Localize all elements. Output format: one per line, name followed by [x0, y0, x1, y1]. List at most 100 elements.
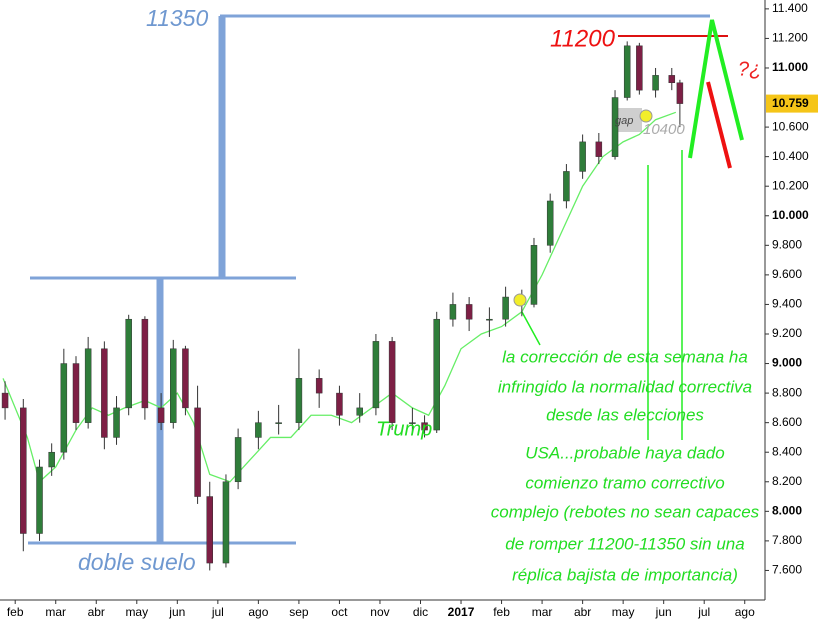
x-tick-label: nov: [370, 605, 389, 619]
candle-body: [234, 437, 242, 483]
candle-body: [611, 97, 619, 157]
candle-body: [72, 363, 80, 423]
candle-body: [141, 318, 149, 409]
annotation: 11350: [146, 5, 208, 31]
x-tick-label: feb: [493, 605, 510, 619]
candle-body: [170, 348, 177, 423]
annotation: 10400: [643, 121, 685, 138]
x-tick-label: ago: [248, 605, 268, 619]
candle-body: [676, 82, 684, 104]
candle-body: [194, 407, 201, 497]
x-tick-label: mar: [45, 605, 66, 619]
candle-body: [60, 363, 68, 453]
x-tick-label: abr: [88, 605, 105, 619]
x-tick-label: feb: [7, 605, 24, 619]
x-tick-label: jun: [655, 605, 672, 619]
candle-body: [623, 45, 631, 98]
y-tick-label: 11.400: [772, 1, 808, 15]
y-tick-label: 9.800: [772, 237, 802, 251]
y-tick-label: 8.000: [772, 504, 802, 518]
candle-body: [530, 245, 538, 305]
y-tick-label: 8.400: [772, 444, 802, 458]
comment-line: complejo (rebotes no sean capaces: [491, 502, 760, 521]
y-tick-label: 10.200: [772, 178, 809, 192]
candle-body: [182, 348, 189, 409]
x-tick-label: 2017: [448, 605, 475, 619]
y-tick-label: 9.600: [772, 267, 802, 281]
y-tick-label: 10.600: [772, 119, 809, 133]
annotation: Trump: [376, 418, 432, 440]
y-tick-label: 7.600: [772, 563, 802, 577]
annotation: 11200: [550, 25, 616, 52]
candle-body: [388, 341, 396, 423]
x-tick-label: ago: [735, 605, 755, 619]
candle-body: [372, 341, 380, 409]
candle-body: [668, 75, 676, 84]
candle-body: [546, 200, 554, 246]
candle-body: [1, 392, 9, 409]
x-tick-label: oct: [331, 605, 348, 619]
candle-body: [433, 318, 440, 431]
y-tick-label: 11.200: [772, 31, 808, 45]
x-tick-label: jul: [697, 605, 710, 619]
candle-body: [356, 407, 363, 416]
candle-body: [206, 496, 213, 564]
candle-body: [563, 171, 570, 202]
candle-body: [157, 407, 165, 423]
y-tick-label: 8.800: [772, 385, 802, 399]
candle-body: [36, 466, 43, 534]
y-tick-label: 9.200: [772, 326, 802, 340]
comment: la corrección de esta semana ha infringid…: [491, 347, 760, 584]
comment-line: de romper 11200-11350 sin una: [505, 534, 744, 553]
candle-body: [125, 318, 132, 409]
candle-body: [275, 422, 282, 424]
x-tick-label: jun: [168, 605, 185, 619]
comment-line: infringido la normalidad correctiva: [498, 377, 752, 396]
y-tick-label: 8.600: [772, 415, 802, 429]
x-tick-label: sep: [289, 605, 309, 619]
comment-line: la corrección de esta semana ha: [502, 347, 748, 366]
x-tick-label: dic: [413, 605, 428, 619]
candle-body: [579, 141, 586, 172]
y-tick-label: 10.000: [772, 208, 809, 222]
candle-body: [255, 422, 262, 438]
y-tick-label: 11.000: [772, 60, 808, 74]
y-tick-label: 8.200: [772, 474, 802, 488]
candle-body: [101, 348, 108, 438]
candle-body: [20, 407, 27, 534]
last-price-box: [766, 94, 818, 113]
candle-body: [315, 378, 323, 394]
y-tick-label: 9.400: [772, 297, 802, 311]
annotation-lines: [28, 14, 744, 545]
y-tick-label: 7.800: [772, 533, 802, 547]
annotation: doble suelo: [78, 549, 196, 575]
x-tick-label: jul: [211, 605, 224, 619]
candle-body: [409, 422, 416, 424]
comment-line: comienzo tramo correctivo: [525, 473, 724, 492]
plot-area: 7.600 7.800 8.000 8.200 8.400 8.600 8.800 9.000…: [0, 0, 818, 619]
comment-line: USA...probable haya dado: [525, 443, 724, 462]
marker: [513, 293, 527, 307]
x-tick-label: may: [612, 605, 635, 619]
annotation: gap: [615, 115, 633, 127]
candle-body: [449, 304, 457, 320]
moving-average: [2, 111, 677, 483]
candle-body: [595, 141, 603, 157]
candle-body: [502, 296, 509, 320]
candle-body: [113, 407, 120, 438]
candle-body: [486, 318, 493, 321]
x-tick-label: mar: [532, 605, 553, 619]
candle-body: [336, 392, 343, 416]
last-price-label: 10.759: [772, 96, 809, 110]
candle-body: [295, 378, 303, 423]
candle-body: [84, 348, 92, 423]
candle-body: [222, 481, 230, 564]
candle-body: [465, 304, 473, 320]
x-tick-label: abr: [574, 605, 591, 619]
candle-body: [421, 422, 428, 431]
comment-line: réplica bajista de importancia): [512, 565, 738, 584]
candle-body: [48, 451, 55, 468]
annotation: ?¿: [738, 58, 761, 80]
y-tick-label: 9.000: [772, 356, 802, 370]
